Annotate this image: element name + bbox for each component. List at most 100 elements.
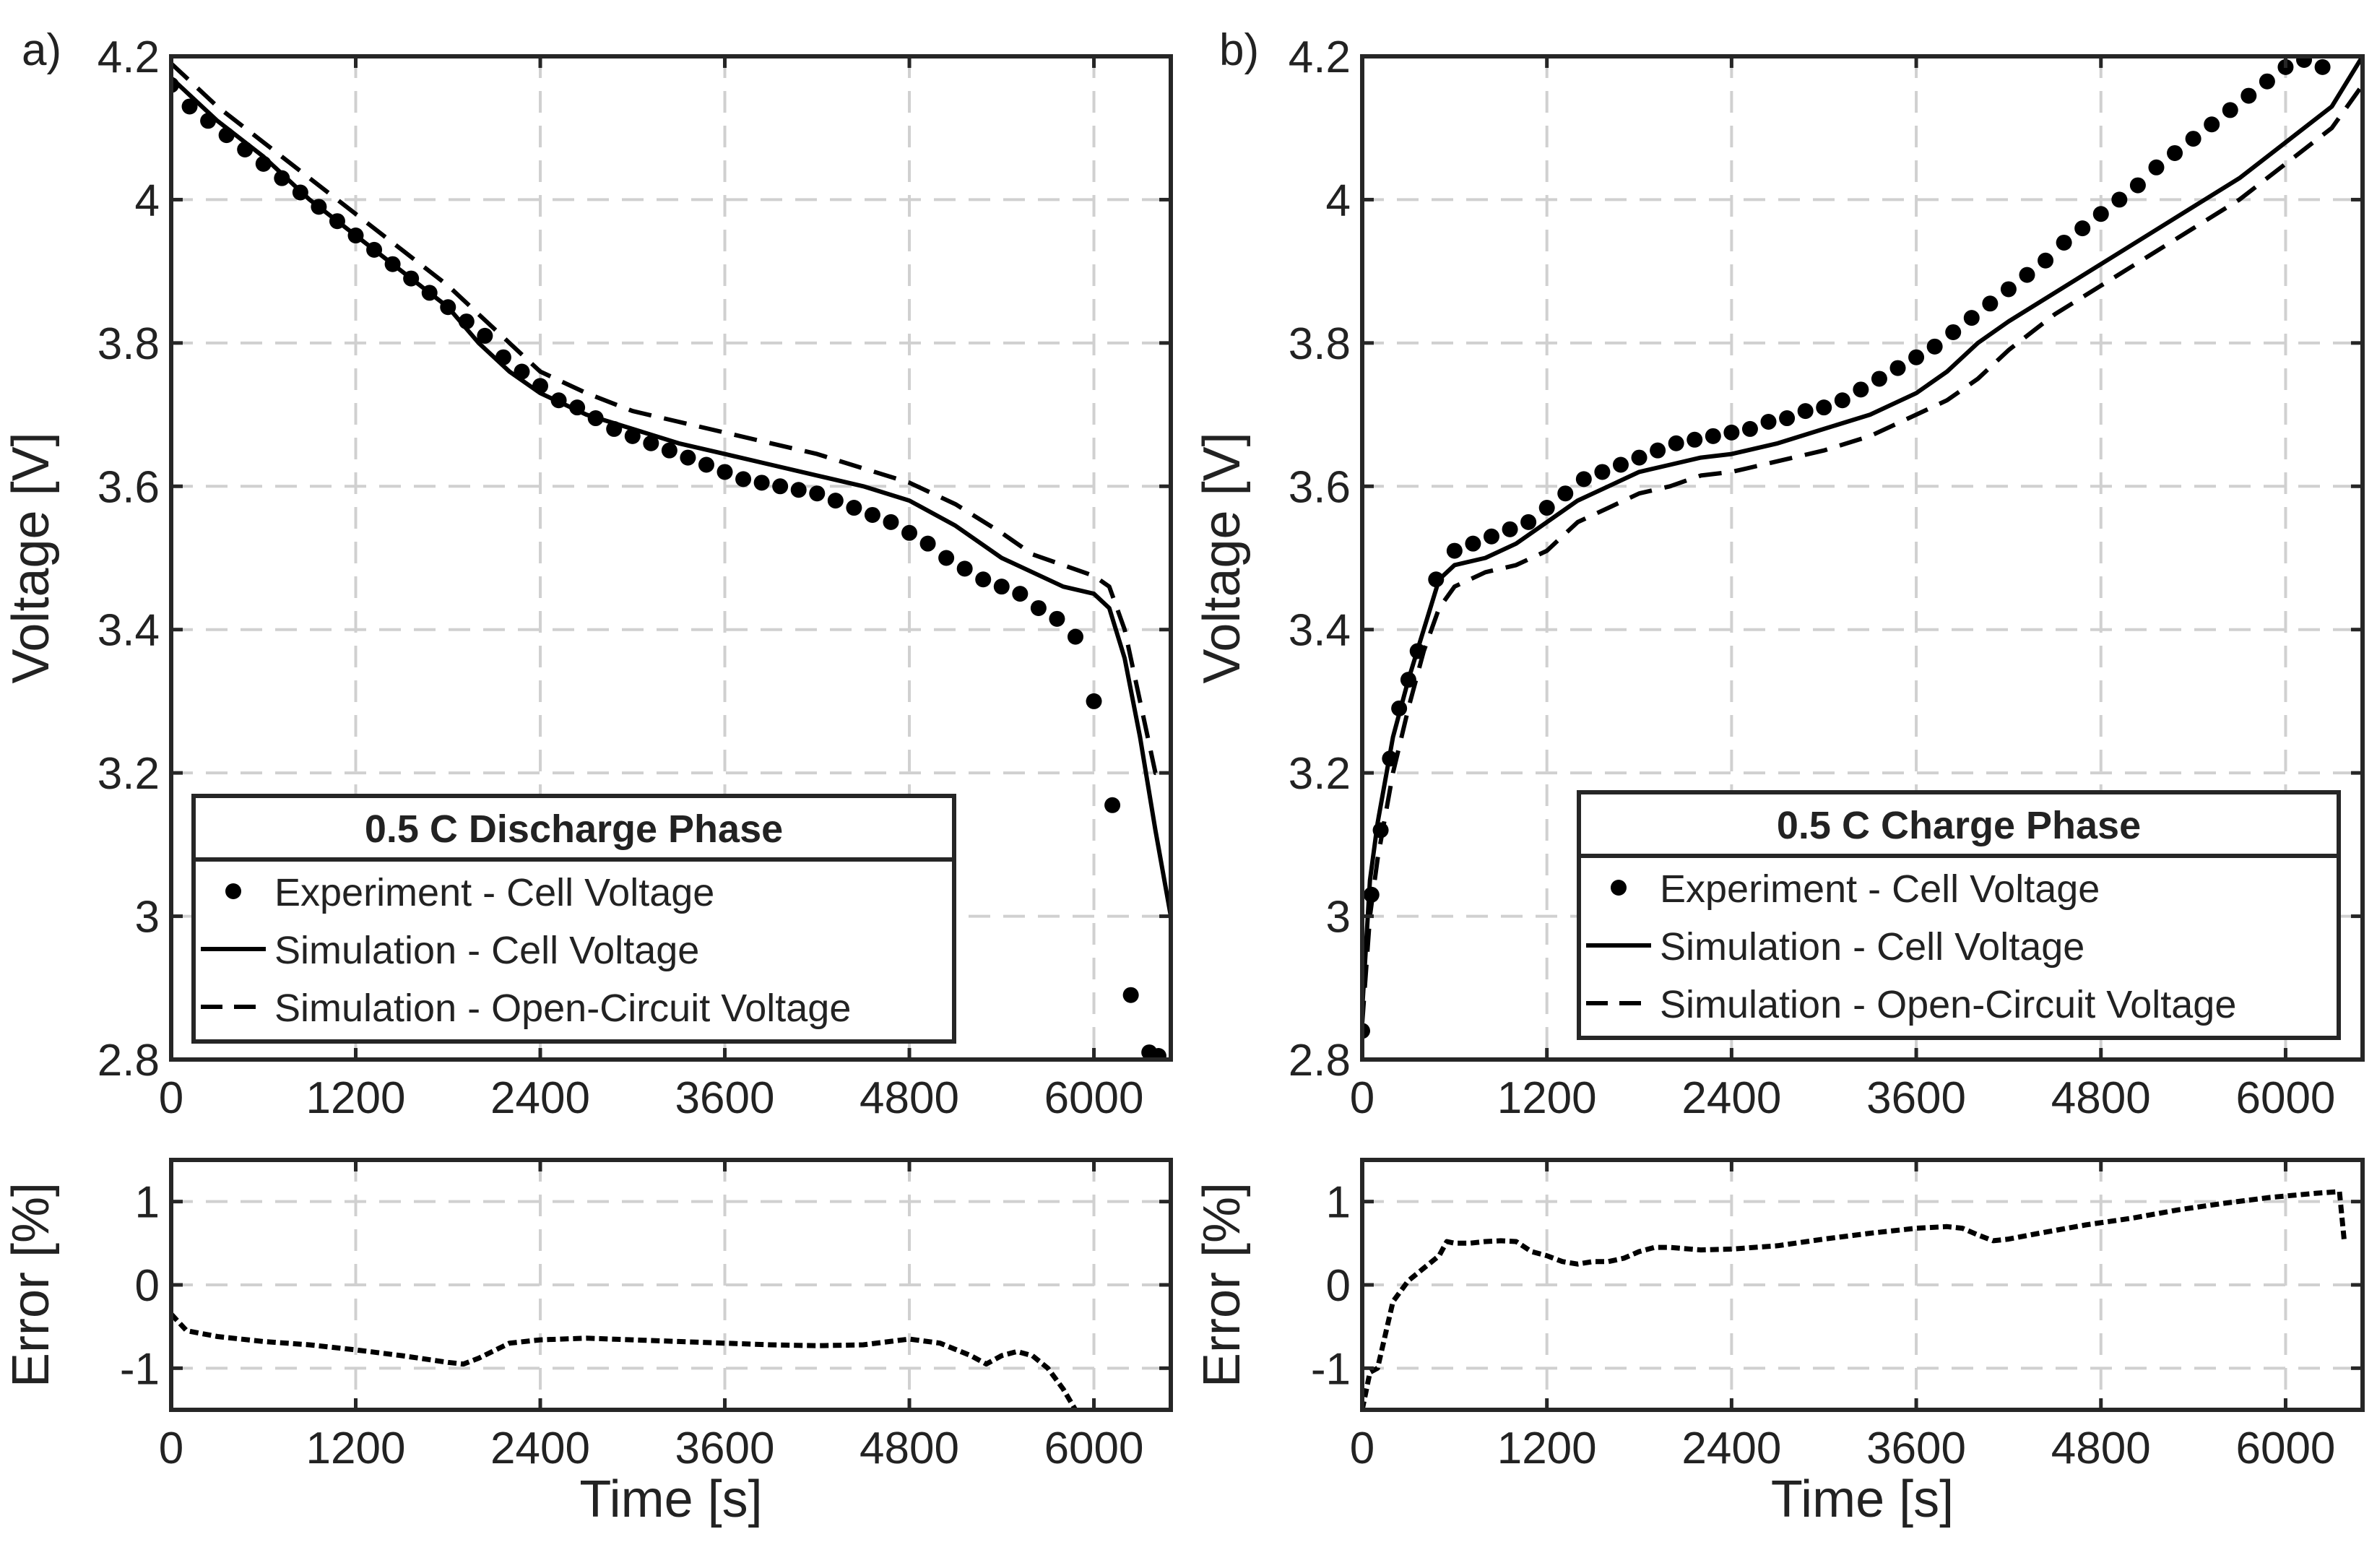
y-tick-label: 2.8 (98, 1036, 160, 1086)
y-tick-label: 3.4 (98, 606, 160, 656)
data-point (1797, 403, 1814, 420)
data-point (2111, 191, 2128, 208)
data-point (993, 579, 1010, 595)
series-line (171, 61, 1168, 776)
y-tick-label: 3 (1326, 893, 1351, 943)
data-point (753, 475, 770, 491)
y-tick-label: 3.6 (1289, 462, 1351, 512)
data-point (181, 98, 198, 115)
y-tick-label: 3.4 (1289, 606, 1351, 656)
series-line (171, 76, 1171, 917)
y-axis-label: Voltage [V] (2, 432, 60, 683)
data-point (1520, 514, 1537, 530)
data-point (919, 535, 936, 552)
data-point (2056, 234, 2072, 251)
legend-entry-label: Experiment - Cell Voltage (274, 871, 714, 914)
y-tick-label: 3.8 (1289, 319, 1351, 369)
data-point (2259, 73, 2275, 90)
data-point (1049, 610, 1065, 627)
data-point (772, 478, 789, 495)
y-axis-label: Voltage [V] (1193, 432, 1251, 683)
x-tick-label: 6000 (1044, 1073, 1144, 1123)
y-axis-label: Error [%] (1193, 1182, 1251, 1387)
legend: 0.5 C Charge Phase Experiment - Cell Volt… (1577, 790, 2341, 1040)
data-point (1446, 542, 1463, 559)
data-point (1650, 442, 1666, 459)
y-tick-label: 0 (135, 1261, 160, 1311)
legend-entry-label: Simulation - Cell Voltage (274, 929, 699, 972)
data-point (1945, 324, 1962, 340)
data-point (2129, 177, 2146, 194)
x-tick-label: 3600 (1866, 1424, 1966, 1473)
x-tick-label: 1200 (1497, 1073, 1597, 1123)
x-tick-label: 6000 (2235, 1073, 2335, 1123)
x-tick-label: 2400 (490, 1073, 590, 1123)
x-tick-label: 1200 (306, 1073, 406, 1123)
chart-b-error: 0 1200 2400 3600 4800 6000 -1 0 1 Error [%] Time [… (1193, 1158, 2365, 1528)
x-tick-label: 4800 (860, 1073, 959, 1123)
y-tick-label: -1 (1311, 1344, 1351, 1394)
y-tick-label: 4 (135, 176, 160, 225)
chart-a-main: 0 1200 2400 3600 4800 6000 2.8 3 3.2 3.4 3.6 3.8 4 4.… (2, 25, 1173, 1123)
panel-label: a) (22, 25, 61, 75)
data-point (1668, 435, 1684, 451)
data-point (1483, 528, 1499, 545)
x-tick-label: 3600 (675, 1424, 775, 1473)
data-point (2074, 220, 2091, 237)
data-point (1104, 797, 1121, 813)
x-tick-label: 4800 (2051, 1073, 2151, 1123)
data-point (2222, 102, 2238, 118)
legend-entry-label: Simulation - Cell Voltage (1660, 925, 2084, 969)
data-point (1631, 449, 1648, 466)
data-point (2185, 131, 2201, 147)
y-tick-label: -1 (120, 1344, 160, 1394)
data-point (735, 471, 752, 488)
x-tick-label: 0 (159, 1073, 183, 1123)
x-tick-label: 3600 (1866, 1073, 1966, 1123)
y-tick-label: 3.2 (1289, 749, 1351, 799)
data-point (1122, 987, 1139, 1003)
legend-marker-dot (225, 883, 241, 899)
data-point (1594, 464, 1611, 480)
data-point (2296, 56, 2313, 68)
data-point (1030, 599, 1047, 616)
x-tick-label: 6000 (1044, 1424, 1144, 1473)
data-point (1502, 521, 1518, 537)
x-tick-label: 1200 (1497, 1424, 1597, 1473)
data-point (1150, 1048, 1166, 1060)
data-point (938, 550, 955, 566)
legend-entry-label: Experiment - Cell Voltage (1660, 867, 2100, 911)
legend-title: 0.5 C Discharge Phase (365, 807, 783, 851)
y-tick-label: 0 (1326, 1261, 1351, 1311)
y-tick-label: 2.8 (1289, 1036, 1351, 1086)
data-point (1557, 485, 1574, 502)
data-point (477, 327, 493, 344)
data-point (827, 493, 844, 509)
y-tick-label: 4.2 (1289, 33, 1351, 82)
data-point (274, 170, 290, 186)
data-point (1086, 693, 1102, 709)
data-point (643, 435, 659, 451)
data-point (1982, 295, 1999, 312)
data-point (680, 449, 696, 466)
data-point (1612, 456, 1629, 473)
legend-marker-dot (1611, 880, 1627, 896)
x-tick-label: 4800 (860, 1424, 959, 1473)
x-tick-label: 2400 (1681, 1073, 1781, 1123)
x-axis-label: Time [s] (579, 1470, 762, 1528)
data-point (2204, 116, 2220, 133)
legend-box (191, 794, 956, 1044)
data-point (1926, 338, 1943, 355)
data-point (2240, 87, 2257, 104)
data-point (1816, 399, 1832, 416)
data-point (790, 482, 807, 498)
data-point (2167, 144, 2183, 161)
y-tick-label: 4 (1326, 176, 1351, 225)
data-point (661, 442, 677, 459)
data-point (1012, 586, 1029, 602)
series-line (1362, 56, 2363, 1010)
axes-frame (1360, 54, 2365, 1062)
x-tick-label: 2400 (1681, 1424, 1781, 1473)
data-point (1889, 360, 1906, 376)
